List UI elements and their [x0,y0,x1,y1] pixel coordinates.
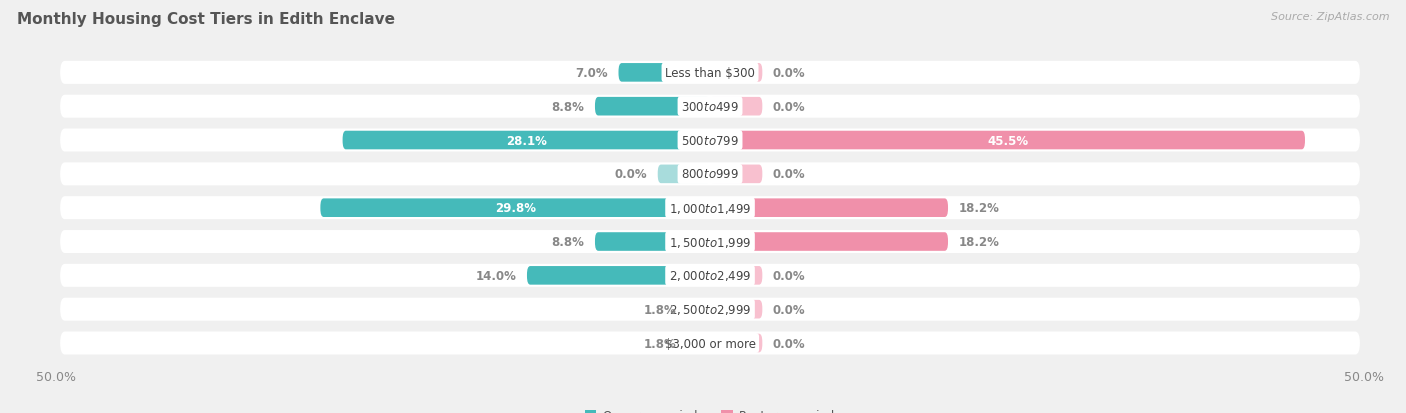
FancyBboxPatch shape [60,264,1360,287]
FancyBboxPatch shape [710,334,762,352]
FancyBboxPatch shape [710,300,762,319]
Text: 0.0%: 0.0% [773,168,806,181]
FancyBboxPatch shape [619,64,710,83]
FancyBboxPatch shape [60,298,1360,321]
Text: 0.0%: 0.0% [773,100,806,114]
Text: Less than $300: Less than $300 [665,67,755,80]
Text: 0.0%: 0.0% [773,337,806,350]
FancyBboxPatch shape [343,131,710,150]
Text: 29.8%: 29.8% [495,202,536,215]
Text: $800 to $999: $800 to $999 [681,168,740,181]
Text: 0.0%: 0.0% [773,303,806,316]
Text: 0.0%: 0.0% [614,168,647,181]
Text: 28.1%: 28.1% [506,134,547,147]
Text: 14.0%: 14.0% [475,269,516,282]
Text: 45.5%: 45.5% [987,134,1028,147]
FancyBboxPatch shape [321,199,710,218]
FancyBboxPatch shape [658,165,710,184]
FancyBboxPatch shape [60,332,1360,355]
Text: 0.0%: 0.0% [773,269,806,282]
FancyBboxPatch shape [710,165,762,184]
FancyBboxPatch shape [710,64,762,83]
Text: $1,000 to $1,499: $1,000 to $1,499 [669,201,751,215]
Text: $1,500 to $1,999: $1,500 to $1,999 [669,235,751,249]
FancyBboxPatch shape [710,131,1305,150]
FancyBboxPatch shape [60,62,1360,85]
Text: $3,000 or more: $3,000 or more [665,337,755,350]
FancyBboxPatch shape [595,233,710,251]
FancyBboxPatch shape [60,230,1360,254]
Text: Source: ZipAtlas.com: Source: ZipAtlas.com [1271,12,1389,22]
Text: Monthly Housing Cost Tiers in Edith Enclave: Monthly Housing Cost Tiers in Edith Encl… [17,12,395,27]
Text: $500 to $799: $500 to $799 [681,134,740,147]
FancyBboxPatch shape [710,97,762,116]
FancyBboxPatch shape [595,97,710,116]
Text: $2,000 to $2,499: $2,000 to $2,499 [669,269,751,282]
Text: $2,500 to $2,999: $2,500 to $2,999 [669,302,751,316]
FancyBboxPatch shape [686,300,710,319]
FancyBboxPatch shape [527,266,710,285]
FancyBboxPatch shape [710,233,948,251]
Text: 0.0%: 0.0% [773,67,806,80]
FancyBboxPatch shape [686,334,710,352]
Text: 18.2%: 18.2% [959,235,1000,249]
Text: 7.0%: 7.0% [575,67,607,80]
Text: 1.8%: 1.8% [644,303,676,316]
Text: 1.8%: 1.8% [644,337,676,350]
FancyBboxPatch shape [60,197,1360,220]
Text: 8.8%: 8.8% [551,235,585,249]
FancyBboxPatch shape [710,199,948,218]
FancyBboxPatch shape [60,129,1360,152]
Legend: Owner-occupied, Renter-occupied: Owner-occupied, Renter-occupied [579,404,841,413]
Text: $300 to $499: $300 to $499 [681,100,740,114]
FancyBboxPatch shape [60,163,1360,186]
FancyBboxPatch shape [60,95,1360,119]
Text: 8.8%: 8.8% [551,100,585,114]
Text: 18.2%: 18.2% [959,202,1000,215]
FancyBboxPatch shape [710,266,762,285]
